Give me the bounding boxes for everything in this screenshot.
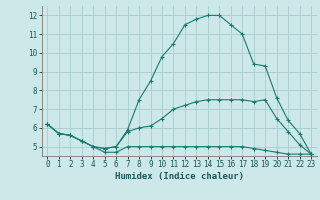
X-axis label: Humidex (Indice chaleur): Humidex (Indice chaleur) bbox=[115, 172, 244, 181]
